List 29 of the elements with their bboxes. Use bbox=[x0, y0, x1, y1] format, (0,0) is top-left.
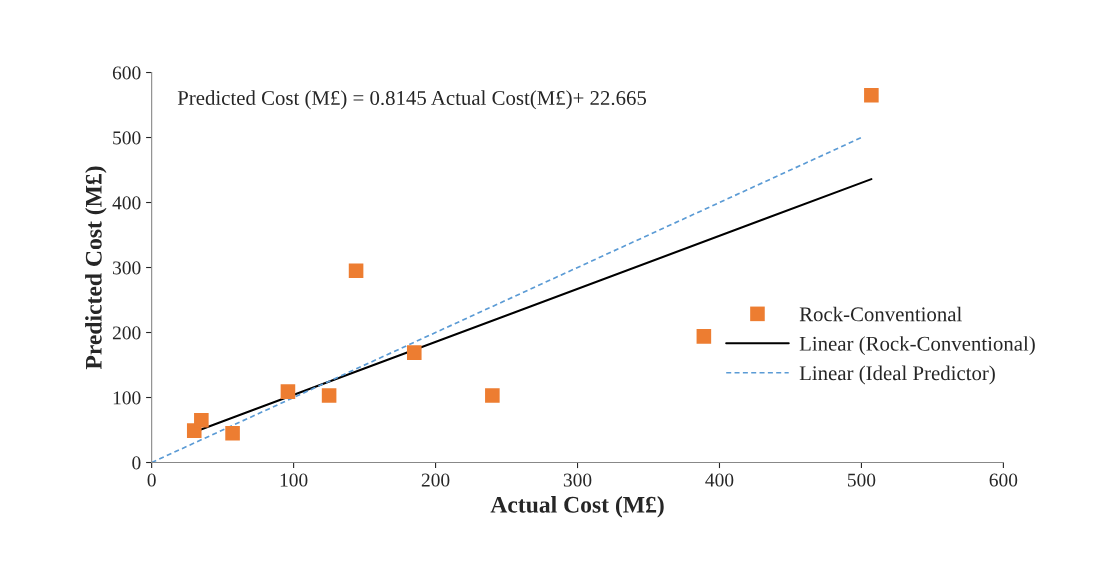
point bbox=[864, 87, 879, 103]
point bbox=[225, 425, 240, 441]
x-axis-title: Actual Cost (M£) bbox=[490, 496, 664, 518]
point bbox=[696, 329, 712, 344]
point bbox=[321, 388, 337, 403]
y-tick-label: 0 bbox=[132, 456, 141, 470]
legend-label: Linear (Ideal Predictor) bbox=[799, 365, 995, 385]
y-tick-label: 200 bbox=[112, 326, 141, 340]
legend-label: Linear (Rock-Conventional) bbox=[799, 336, 1035, 356]
y-axis-title: Predicted Cost (M£) bbox=[85, 166, 107, 370]
y-tick-label: 300 bbox=[113, 261, 141, 275]
annotation: Predicted Cost (M£) = 0.8145 Actual Cost(M£)+ 22.665 bbox=[177, 90, 647, 110]
point bbox=[194, 412, 209, 428]
point bbox=[280, 384, 296, 399]
x-tick-label: 0 bbox=[147, 473, 156, 487]
legend-label: Rock-Conventional bbox=[799, 306, 962, 322]
x-tick-label: 300 bbox=[563, 473, 592, 487]
x-tick-label: 100 bbox=[280, 473, 308, 487]
y-tick-label: 500 bbox=[113, 131, 141, 145]
point bbox=[485, 388, 500, 403]
y-tick-label: 400 bbox=[112, 196, 141, 210]
x-tick-label: 400 bbox=[705, 473, 734, 487]
x-tick-label: 600 bbox=[989, 473, 1018, 487]
point bbox=[406, 345, 422, 360]
y-tick-label: 600 bbox=[112, 66, 141, 80]
x-tick-label: 200 bbox=[421, 473, 450, 487]
y-tick-label: 100 bbox=[113, 391, 141, 405]
x-tick-label: 500 bbox=[847, 473, 876, 487]
point bbox=[348, 263, 364, 279]
